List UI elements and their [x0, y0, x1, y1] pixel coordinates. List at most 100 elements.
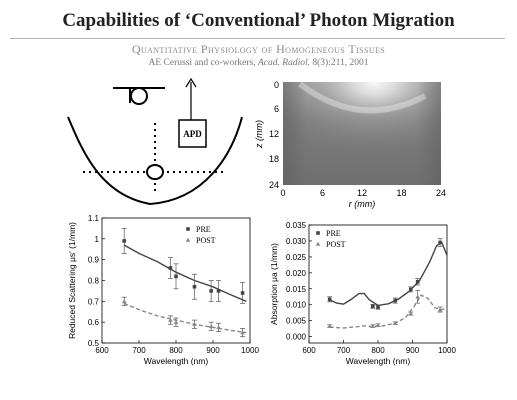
data-point-pre — [408, 287, 413, 292]
plot-frame — [101, 217, 251, 344]
data-point-post — [408, 311, 414, 316]
x-tick-label: 1000 — [438, 346, 456, 355]
x-axis-label: Wavelength (nm) — [144, 356, 209, 366]
citation-ref: 8(3):211, 2001 — [309, 58, 369, 68]
y-tick-label: 0.030 — [286, 237, 307, 246]
heatmap-y-tick: 6 — [274, 104, 279, 114]
heatmap-y-tick: 18 — [269, 154, 279, 164]
heatmap-y-tick: 0 — [274, 80, 279, 90]
x-tick-label: 1000 — [241, 346, 259, 355]
data-point-post — [173, 319, 179, 324]
data-point-post — [375, 322, 381, 327]
citation-authors: AE Cerussi and co-workers, — [148, 58, 258, 68]
x-tick-label: 900 — [406, 346, 420, 355]
y-tick-label: 1.1 — [88, 214, 100, 223]
data-point-pre — [371, 304, 375, 309]
data-point-post — [121, 299, 127, 304]
citation-journal: Acad. Radiol. — [258, 58, 310, 68]
data-point-pre — [209, 289, 213, 293]
y-axis-label: Absorption μa (1/mm) — [269, 243, 279, 325]
data-point-pre — [122, 239, 126, 243]
heatmap-y-label: z (mm) — [254, 120, 264, 149]
data-point-pre — [192, 284, 197, 289]
heatmap-image — [283, 82, 441, 185]
legend-marker-pre — [186, 227, 190, 231]
data-point-post — [216, 325, 221, 330]
heatmap-glow — [283, 82, 441, 185]
apd-label: APD — [183, 129, 202, 139]
y-tick-label: 1 — [95, 235, 100, 244]
y-tick-label: 0.000 — [286, 333, 307, 342]
heatmap-x-ticks: 0 6 12 18 24 — [280, 188, 446, 198]
title-divider — [10, 38, 505, 39]
data-point-pre — [327, 297, 332, 302]
fit-curve-pre — [329, 241, 448, 307]
y-axis-label: Reduced Scattering μs′ (1/mm) — [67, 222, 77, 339]
x-tick-label: 600 — [302, 346, 316, 355]
data-point-pre — [376, 305, 380, 310]
heatmap-y-ticks: 0 6 12 18 24 — [269, 80, 279, 190]
fit-curve-post — [329, 294, 448, 329]
data-point-post — [208, 324, 214, 329]
data-point-post — [327, 323, 332, 328]
x-tick-label: 800 — [169, 346, 183, 355]
heatmap-y-tick: 12 — [269, 129, 279, 139]
heatmap-x-tick: 6 — [320, 188, 325, 198]
heatmap-x-tick: 18 — [396, 188, 406, 198]
heatmap-x-label: r (mm) — [349, 199, 376, 209]
legend-marker-pre — [316, 231, 320, 235]
data-point-pre — [216, 289, 221, 293]
y-tick-label: 0.005 — [286, 317, 307, 326]
y-tick-label: 0.8 — [88, 277, 100, 286]
slide-title: Capabilities of ‘Conventional’ Photon Mi… — [62, 10, 455, 31]
heatmap-x-tick: 0 — [280, 188, 285, 198]
data-point-post — [415, 294, 420, 299]
legend-marker-post — [185, 237, 191, 242]
legend-label-post: POST — [326, 240, 346, 249]
legend-label-pre: PRE — [326, 229, 341, 238]
slide-subtitle: Quantitative Physiology of Homogeneous T… — [131, 42, 386, 56]
apd-box — [178, 119, 207, 148]
data-point-post — [192, 321, 197, 327]
heatmap-edge-shade — [283, 82, 441, 185]
y-tick-label: 0.015 — [286, 285, 307, 294]
data-point-post — [392, 320, 398, 326]
x-tick-label: 600 — [95, 346, 109, 355]
source-lens — [130, 87, 148, 105]
heatmap-x-tick: 24 — [436, 188, 446, 198]
legend-label-pre: PRE — [196, 225, 211, 234]
data-point-pre — [168, 266, 173, 270]
data-point-post — [168, 317, 173, 322]
legend-label-post: POST — [196, 236, 216, 245]
x-tick-label: 700 — [337, 346, 351, 355]
y-tick-label: 0.5 — [88, 339, 100, 348]
heatmap-y-tick: 24 — [269, 180, 279, 190]
y-tick-label: 0.025 — [286, 253, 307, 262]
data-point-pre — [415, 279, 420, 284]
data-point-pre — [174, 274, 178, 279]
legend-marker-post — [315, 241, 321, 246]
y-tick-label: 0.6 — [88, 318, 100, 327]
x-axis-label: Wavelength (nm) — [346, 356, 411, 366]
tissue-boundary — [67, 116, 243, 206]
up-arrow-icon — [185, 77, 197, 88]
heatmap-x-tick: 12 — [357, 188, 367, 198]
y-tick-label: 0.035 — [286, 221, 307, 230]
y-tick-label: 0.020 — [286, 269, 307, 278]
fit-curve-post — [123, 302, 247, 334]
heatmap-bright-band — [298, 81, 427, 114]
y-tick-label: 0.9 — [88, 256, 100, 265]
citation: AE Cerussi and co-workers, Acad. Radiol.… — [0, 58, 517, 68]
data-point-post — [370, 323, 376, 328]
y-tick-label: 0.010 — [286, 301, 307, 310]
x-tick-label: 900 — [206, 346, 220, 355]
data-point-post — [240, 330, 245, 335]
y-tick-label: 0.7 — [88, 297, 100, 306]
plot-frame — [308, 224, 448, 344]
data-point-post — [437, 307, 443, 312]
x-tick-label: 800 — [371, 346, 385, 355]
data-point-pre — [240, 291, 245, 295]
data-point-pre — [393, 298, 398, 303]
inclusion-circle — [146, 164, 164, 180]
fit-curve-pre — [123, 244, 247, 302]
